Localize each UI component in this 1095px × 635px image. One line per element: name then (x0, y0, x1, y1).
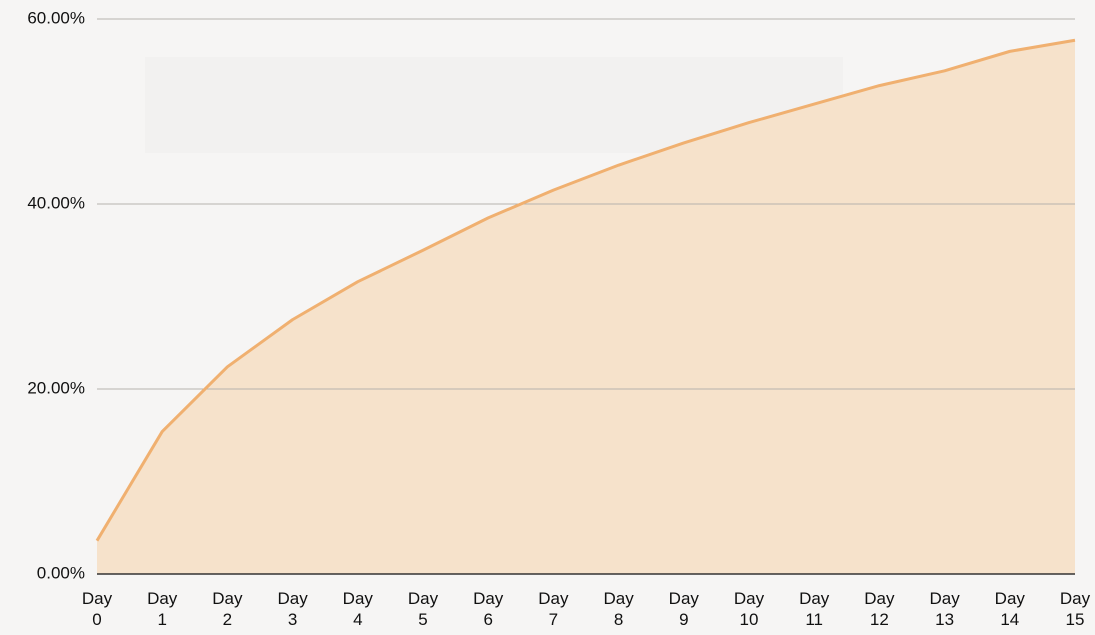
x-tick-label: Day 12 (864, 589, 895, 629)
x-tick-label-box: Day 2 (212, 589, 243, 629)
y-tick-label: 60.00% (27, 8, 85, 27)
x-tick-label: Day 14 (994, 589, 1025, 629)
x-tick-label-box: Day 9 (668, 589, 699, 629)
y-tick-label: 20.00% (27, 378, 85, 397)
x-tick-label-box: Day 12 (864, 589, 895, 629)
x-tick-label: Day 0 (81, 589, 113, 629)
x-tick-label: Day 6 (473, 589, 504, 629)
x-tick-label-box: Day 1 (147, 589, 178, 629)
x-tick-label: Day 2 (212, 589, 243, 629)
x-tick-label-box: Day 15 (1059, 589, 1091, 629)
x-tick-label-box: Day 0 (81, 589, 113, 629)
x-tick-label-box: Day 13 (929, 589, 960, 629)
x-tick-label: Day 3 (277, 589, 308, 629)
x-tick-label-box: Day 10 (733, 589, 765, 629)
x-tick-label: Day 13 (929, 589, 960, 629)
x-tick-label: Day 8 (603, 589, 634, 629)
x-tick-label-box: Day 8 (603, 589, 634, 629)
y-tick-label: 40.00% (27, 193, 85, 212)
y-tick-label: 0.00% (37, 563, 85, 582)
x-tick-label: Day 1 (147, 589, 178, 629)
x-tick-label: Day 9 (668, 589, 699, 629)
x-tick-label-box: Day 14 (994, 589, 1025, 629)
x-tick-label: Day 15 (1059, 589, 1091, 629)
x-tick-label: Day 11 (799, 589, 830, 629)
x-tick-label-box: Day 7 (538, 589, 569, 629)
x-tick-label-box: Day 3 (277, 589, 308, 629)
x-tick-label: Day 10 (733, 589, 765, 629)
x-tick-label: Day 5 (407, 589, 439, 629)
x-tick-label-box: Day 11 (799, 589, 830, 629)
x-tick-label-box: Day 4 (342, 589, 373, 629)
x-tick-label-box: Day 5 (407, 589, 439, 629)
x-tick-label-box: Day 6 (473, 589, 504, 629)
x-tick-label: Day 4 (342, 589, 373, 629)
area-fill (97, 40, 1075, 574)
x-tick-label: Day 7 (538, 589, 569, 629)
area-line (95, 38, 1076, 542)
